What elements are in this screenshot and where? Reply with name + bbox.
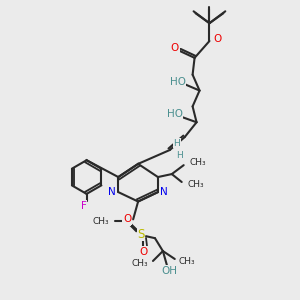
Text: CH₃: CH₃ — [179, 257, 195, 266]
Text: N: N — [122, 215, 130, 225]
Text: O: O — [213, 34, 221, 44]
Text: OH: OH — [162, 266, 178, 276]
Text: CH₃: CH₃ — [131, 260, 148, 268]
Text: O: O — [139, 247, 147, 257]
Text: F: F — [81, 201, 87, 211]
Text: N: N — [160, 187, 168, 197]
Text: S: S — [137, 228, 145, 241]
Text: N: N — [109, 187, 116, 197]
Text: O: O — [123, 214, 131, 224]
Text: CH₃: CH₃ — [190, 158, 206, 167]
Text: O: O — [171, 43, 179, 53]
Text: H: H — [176, 152, 183, 160]
Text: CH₃: CH₃ — [93, 217, 110, 226]
Text: H: H — [173, 139, 180, 148]
Text: HO: HO — [167, 109, 183, 119]
Text: HO: HO — [170, 76, 186, 87]
Text: CH₃: CH₃ — [188, 181, 204, 190]
